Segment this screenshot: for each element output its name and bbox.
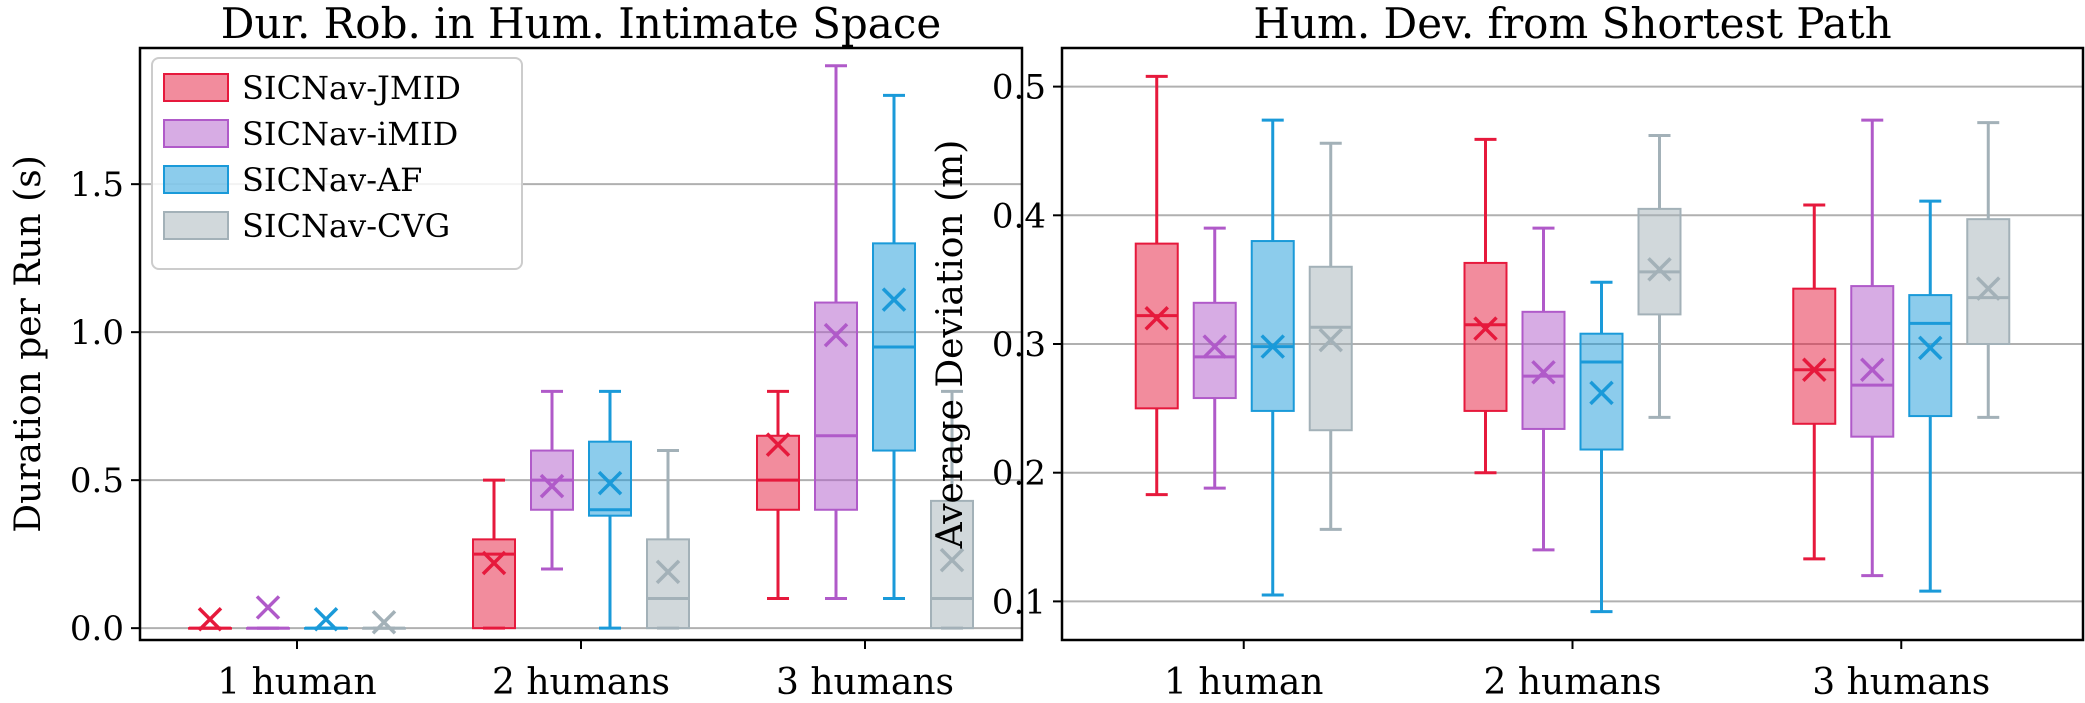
y-tick-label: 1.5 [70,165,124,205]
box-iqr [588,440,632,517]
box-iqr [1792,287,1837,425]
y-tick-label: 0.5 [70,461,124,501]
box-sicnav-imid-1 [1192,226,1237,490]
box-sicnav-af-3 [872,93,917,601]
legend-label: SICNav-iMID [242,115,458,153]
box-sicnav-jmid-1 [187,607,232,632]
mean-marker [823,322,849,348]
box-sicnav-af-2 [1579,280,1624,614]
mean-marker [197,607,223,632]
mean-marker [539,473,565,499]
mean-marker [1802,357,1827,382]
mean-marker [765,432,791,457]
box-iqr [1192,301,1237,400]
box-iqr [1250,240,1295,412]
legend-swatch [163,211,229,240]
mean-marker [1144,306,1169,331]
x-tick-label: 2 humans [1484,662,1662,703]
mean-marker [1318,327,1343,353]
plot-frame [138,46,1024,642]
box-sicnav-jmid-2 [1463,137,1508,475]
box-sicnav-imid-3 [1850,118,1895,578]
chart-panel-1: Dur. Rob. in Hum. Intimate Space Duration… [8,0,1024,703]
mean-marker [1260,334,1285,359]
box-sicnav-jmid-3 [1792,203,1837,561]
y-tick-label: 0.2 [992,454,1046,494]
legend-label: SICNav-JMID [242,69,461,107]
mean-marker [255,595,281,620]
y-axis-label: Average Deviation (m) [930,140,971,550]
y-tick-label: 0.5 [992,68,1046,108]
mean-marker [597,470,623,496]
box-sicnav-imid-1 [245,595,290,630]
box-sicnav-jmid-1 [1134,74,1179,497]
x-tick-label: 1 human [217,662,377,703]
box-sicnav-cvg-3 [1966,121,2011,419]
mean-marker [313,607,339,632]
mean-marker [371,610,397,635]
box-sicnav-cvg-3 [930,389,975,630]
mean-marker [1202,334,1227,359]
chart-title: Hum. Dev. from Shortest Path [1253,0,1891,48]
plot-frame [1060,46,2085,642]
box-sicnav-jmid-2 [472,478,516,630]
box-sicnav-imid-3 [814,64,859,601]
mean-marker [1647,257,1672,282]
legend-swatch [163,73,229,102]
mean-marker [1473,316,1498,341]
chart-title: Dur. Rob. in Hum. Intimate Space [221,0,941,48]
box-sicnav-cvg-1 [361,610,406,635]
x-tick-label: 3 humans [776,662,954,703]
y-tick-label: 1.0 [70,313,124,353]
y-tick-label: 0.1 [992,582,1046,622]
x-tick-label: 2 humans [492,662,670,703]
mean-marker [1531,360,1556,385]
mean-marker [1976,276,2001,301]
box-sicnav-imid-2 [1521,226,1566,552]
box-iqr [756,434,801,511]
y-axis-label: Duration per Run (s) [8,155,49,533]
y-tick-label: 0.4 [992,196,1046,236]
box-sicnav-af-1 [1250,118,1295,597]
box-sicnav-cvg-2 [1637,134,1682,419]
box-iqr [930,499,975,630]
box-iqr [1463,261,1508,412]
y-tick-label: 0.3 [992,325,1046,365]
legend: SICNav-JMID SICNav-iMID SICNav-AF SICNav-CV… [151,57,523,270]
box-sicnav-cvg-2 [646,449,690,630]
mean-marker [481,550,507,576]
box-iqr [1966,218,2011,346]
box-iqr [1308,265,1353,432]
mean-marker [1589,380,1614,406]
legend-label: SICNav-AF [242,161,422,199]
mean-marker [1918,335,1943,361]
legend-frame [151,57,523,270]
mean-marker [1860,357,1885,382]
box-sicnav-jmid-3 [756,389,801,601]
box-iqr [1579,332,1624,451]
legend-label: SICNav-CVG [242,207,450,245]
mean-marker [881,287,907,312]
box-iqr [1134,242,1179,410]
legend-swatch [163,165,229,194]
box-sicnav-af-3 [1908,199,1953,593]
box-sicnav-af-2 [588,389,632,630]
box-iqr [1850,285,1895,438]
mean-marker [939,547,965,573]
box-sicnav-imid-2 [530,389,574,571]
box-iqr [646,538,690,630]
chart-panel-2: Hum. Dev. from Shortest Path Average Devi… [930,0,2085,703]
box-sicnav-af-1 [303,607,348,632]
box-iqr [1908,294,1953,418]
y-tick-label: 0.0 [70,609,124,649]
legend-swatch [163,119,229,148]
box-sicnav-cvg-1 [1308,141,1353,531]
box-iqr [1637,207,1682,316]
x-tick-label: 3 humans [1812,662,1990,703]
x-tick-label: 1 human [1164,662,1324,703]
mean-marker [655,559,681,585]
